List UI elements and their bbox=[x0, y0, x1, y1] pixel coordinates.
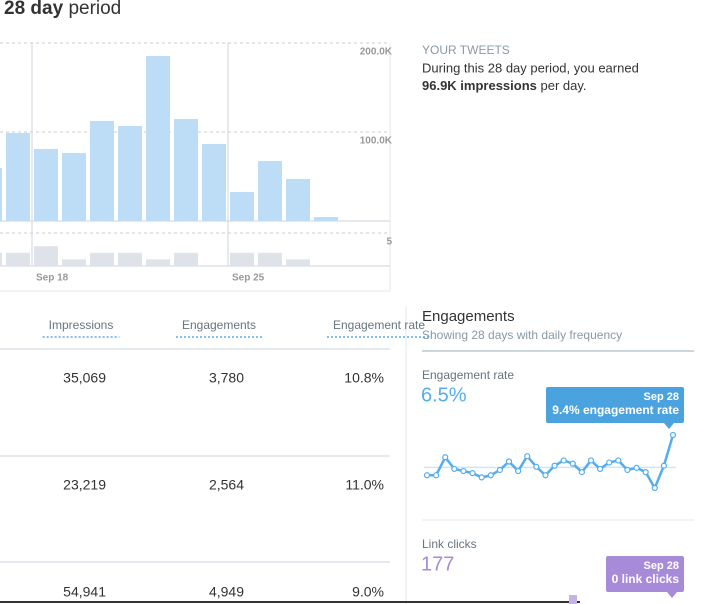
table-cell: 9.0% bbox=[352, 584, 384, 600]
y-tick-label: 5 bbox=[386, 237, 392, 248]
bar bbox=[6, 252, 30, 266]
bar bbox=[174, 119, 198, 221]
rate-line bbox=[427, 434, 675, 491]
table-cell: 11.0% bbox=[345, 477, 384, 493]
rate-point bbox=[451, 465, 458, 473]
bar bbox=[146, 259, 170, 266]
rate-point bbox=[515, 467, 522, 475]
table-cell: 3,780 bbox=[209, 370, 244, 386]
column-header: Engagements bbox=[182, 318, 256, 332]
rate-point bbox=[460, 467, 467, 475]
rate-point bbox=[642, 469, 649, 476]
bar bbox=[90, 252, 114, 266]
bar bbox=[118, 126, 142, 221]
bar bbox=[62, 153, 86, 221]
tooltip-text: 0 link clicks bbox=[612, 572, 680, 586]
rate-point bbox=[524, 453, 531, 460]
summary-tail: per day. bbox=[541, 78, 587, 93]
column-header: Impressions bbox=[49, 318, 114, 332]
column-header: Engagement rate bbox=[333, 318, 425, 332]
rate-point bbox=[651, 484, 658, 492]
rate-point bbox=[669, 431, 677, 439]
bar bbox=[90, 120, 114, 221]
tooltip-pointer bbox=[667, 592, 677, 598]
rate-point bbox=[442, 454, 449, 461]
tooltip-pointer bbox=[664, 423, 674, 429]
bar bbox=[146, 55, 170, 221]
bar bbox=[286, 259, 310, 266]
tooltip-date: Sep 28 bbox=[644, 391, 679, 403]
rate-point bbox=[551, 462, 558, 469]
rate-point bbox=[469, 470, 476, 477]
rate-point bbox=[542, 472, 549, 479]
clicks-label: Link clicks bbox=[422, 537, 477, 551]
bar bbox=[0, 167, 2, 221]
page-title: 28 day period bbox=[4, 0, 121, 19]
bar bbox=[34, 148, 58, 221]
rate-point bbox=[496, 466, 503, 474]
table-cell: 10.8% bbox=[344, 370, 384, 386]
summary-line: During this 28 day period, you earned bbox=[422, 60, 639, 75]
rate-tooltip bbox=[546, 387, 684, 423]
bar bbox=[62, 259, 86, 266]
table-cell: 35,069 bbox=[63, 370, 106, 386]
rate-point bbox=[587, 457, 595, 464]
bar bbox=[118, 252, 142, 266]
rate-point bbox=[487, 472, 494, 479]
bar bbox=[314, 216, 338, 221]
summary-heading: YOUR TWEETS bbox=[422, 43, 510, 57]
clicks-value: 177 bbox=[421, 553, 454, 575]
rate-point bbox=[560, 457, 567, 464]
rate-point bbox=[433, 472, 440, 479]
rate-label: Engagement rate bbox=[422, 368, 514, 382]
bar bbox=[34, 246, 58, 266]
bar bbox=[230, 252, 254, 266]
engagements-title: Engagements bbox=[422, 308, 515, 325]
rate-point bbox=[478, 474, 485, 481]
table-cell: 4,949 bbox=[209, 584, 244, 600]
rate-point bbox=[505, 458, 513, 465]
clicks-bar bbox=[569, 595, 577, 604]
bar bbox=[174, 252, 198, 266]
bar bbox=[6, 132, 30, 221]
y-tick-label: 100.0K bbox=[360, 136, 393, 147]
x-tick-label: Sep 18 bbox=[36, 273, 69, 284]
rate-point bbox=[569, 460, 576, 467]
bar bbox=[202, 144, 226, 221]
summary-highlight: 96.9K impressions bbox=[422, 78, 537, 93]
rate-point bbox=[533, 463, 540, 470]
tooltip-date: Sep 28 bbox=[644, 560, 679, 572]
bar bbox=[230, 191, 254, 221]
rate-point bbox=[624, 466, 631, 474]
rate-point bbox=[606, 459, 613, 466]
rate-point bbox=[597, 465, 604, 473]
table-cell: 54,941 bbox=[63, 584, 106, 600]
rate-value: 6.5% bbox=[421, 384, 467, 406]
rate-point bbox=[423, 472, 431, 479]
bar bbox=[286, 178, 310, 221]
table-cell: 23,219 bbox=[63, 477, 106, 493]
engagements-subtitle: Showing 28 days with daily frequency bbox=[422, 328, 622, 342]
title-bold: 28 day bbox=[4, 0, 64, 19]
bar bbox=[258, 252, 282, 266]
y-tick-label: 200.0K bbox=[360, 47, 393, 58]
rate-point bbox=[578, 469, 585, 476]
summary-line: 96.9K impressions per day. bbox=[422, 78, 587, 93]
rate-point bbox=[660, 462, 667, 469]
table-cell: 2,564 bbox=[209, 477, 244, 493]
clicks-tooltip bbox=[606, 556, 684, 592]
rate-point bbox=[615, 457, 622, 464]
rate-point bbox=[633, 464, 640, 471]
bar bbox=[258, 161, 282, 221]
x-tick-label: Sep 25 bbox=[232, 273, 265, 284]
title-rest: period bbox=[68, 0, 121, 19]
bar bbox=[0, 252, 2, 266]
tooltip-text: 9.4% engagement rate bbox=[552, 403, 679, 417]
